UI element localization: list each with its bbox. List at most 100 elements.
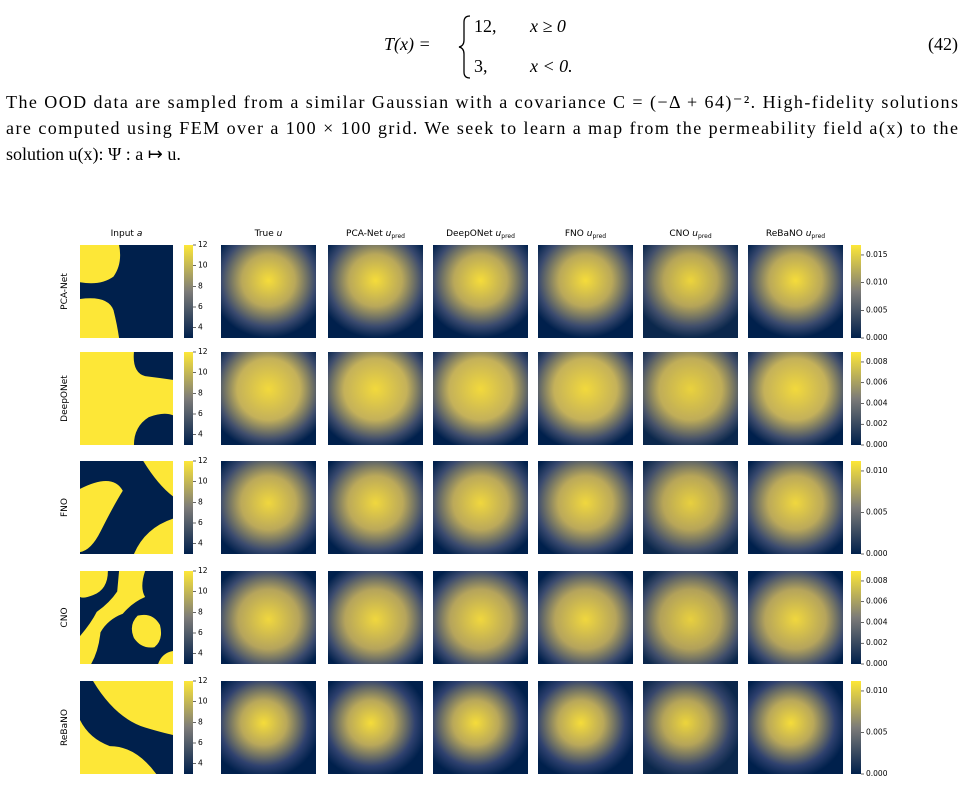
colorbar-tick-label: 8	[198, 388, 203, 397]
solution-field	[328, 245, 423, 338]
colorbar-tick-label: 12	[198, 456, 208, 465]
colorbar-tick-label: 12	[198, 347, 208, 356]
colorbar-tick-label: 0.000	[866, 549, 888, 558]
input-field	[80, 245, 173, 338]
colorbar-tick-label: 0.000	[866, 333, 888, 342]
colorbar-tick-label: 6	[198, 738, 203, 747]
brace	[458, 15, 471, 79]
colorbar-tick-label: 0.015	[866, 250, 888, 259]
colorbar-tick-label: 0.008	[866, 357, 888, 366]
title-var: u	[806, 229, 812, 239]
input-field	[80, 571, 173, 664]
title-var: u	[587, 229, 593, 239]
input-colorbar	[184, 245, 193, 338]
row-label: CNO	[60, 607, 70, 627]
solution-field	[748, 245, 843, 338]
column-title: ReBaNO upred	[766, 229, 825, 240]
noise-overlay	[643, 461, 738, 554]
title-sub: pred	[391, 233, 405, 240]
colorbar-tick-label: 0.000	[866, 440, 888, 449]
solution-field	[643, 352, 738, 445]
noise-overlay	[643, 681, 738, 774]
solution-field	[221, 681, 316, 774]
colorbar-tick-label: 0.004	[866, 617, 888, 626]
solution-field	[221, 461, 316, 554]
solution-field	[328, 681, 423, 774]
solution-field	[328, 461, 423, 554]
solution-field	[538, 681, 633, 774]
colorbar-tick-label: 0.010	[866, 686, 888, 695]
equation-lhs: T(x) =	[384, 34, 431, 55]
input-field	[80, 461, 173, 554]
title-name: CNO	[669, 229, 689, 239]
title-name: PCA-Net	[346, 229, 383, 239]
solution-field	[643, 571, 738, 664]
solution-field	[433, 352, 528, 445]
case-condition: x ≥ 0	[529, 16, 566, 36]
noise-overlay	[643, 352, 738, 445]
colorbar-tick-label: 4	[198, 430, 203, 439]
title-sub: pred	[698, 233, 712, 240]
solution-field	[538, 461, 633, 554]
paragraph-line: The OOD data are sampled from a similar …	[6, 92, 958, 113]
noise-overlay	[643, 571, 738, 664]
colorbar-tick-label: 0.006	[866, 597, 888, 606]
colorbar-tick-label: 8	[198, 717, 203, 726]
colorbar-tick-label: 0.010	[866, 278, 888, 287]
title-var: u	[277, 229, 283, 239]
colorbar-tick-label: 12	[198, 240, 208, 249]
colorbar-tick-label: 6	[198, 302, 203, 311]
colorbar-tick-label: 6	[198, 518, 203, 527]
solution-field	[328, 352, 423, 445]
case-value: 12,	[474, 16, 497, 36]
input-field	[80, 352, 173, 445]
colorbar-tick-label: 4	[198, 539, 203, 548]
colorbar-tick-label: 0.010	[866, 466, 888, 475]
title-name: Input	[111, 229, 135, 239]
case-value: 3,	[474, 56, 488, 76]
colorbar-tick-label: 0.006	[866, 378, 888, 387]
title-var: u	[386, 229, 392, 239]
title-name: ReBaNO	[766, 229, 803, 239]
solution-field	[748, 681, 843, 774]
colorbar-tick-label: 10	[198, 368, 208, 377]
solution-field	[433, 461, 528, 554]
colorbar-tick-label: 10	[198, 261, 208, 270]
colorbar-tick-label: 0.000	[866, 769, 888, 778]
row-label: DeepONet	[60, 375, 70, 422]
solution-field	[221, 245, 316, 338]
colorbar-tick-label: 10	[198, 477, 208, 486]
colorbar-tick-label: 8	[198, 281, 203, 290]
column-title: Input a	[111, 229, 143, 239]
solution-field	[643, 245, 738, 338]
input-colorbar	[184, 352, 193, 445]
output-colorbar	[851, 571, 861, 664]
paragraph-line: solution u(x): Ψ : a ↦ u.	[6, 144, 181, 165]
colorbar-tick-label: 12	[198, 676, 208, 685]
title-var: u	[692, 229, 698, 239]
solution-field	[748, 352, 843, 445]
output-colorbar	[851, 352, 861, 445]
row-label: FNO	[60, 498, 70, 517]
colorbar-tick-label: 0.005	[866, 305, 888, 314]
column-title: FNO upred	[565, 229, 606, 240]
column-title: True u	[254, 229, 283, 239]
solution-field	[433, 571, 528, 664]
colorbar-tick-label: 6	[198, 409, 203, 418]
solution-field	[433, 245, 528, 338]
row-label: ReBaNO	[60, 709, 70, 746]
title-name: FNO	[565, 229, 584, 239]
column-title: PCA-Net upred	[346, 229, 405, 240]
colorbar-tick-label: 10	[198, 697, 208, 706]
solution-field	[748, 571, 843, 664]
paragraph-line: are computed using FEM over a 100 × 100 …	[6, 118, 958, 139]
title-var: a	[137, 229, 143, 239]
input-colorbar	[184, 681, 193, 774]
colorbar-tick-label: 0.002	[866, 419, 888, 428]
colorbar-tick-label: 8	[198, 497, 203, 506]
case-condition: x < 0.	[529, 56, 573, 76]
title-sub: pred	[592, 233, 606, 240]
output-colorbar	[851, 245, 861, 338]
